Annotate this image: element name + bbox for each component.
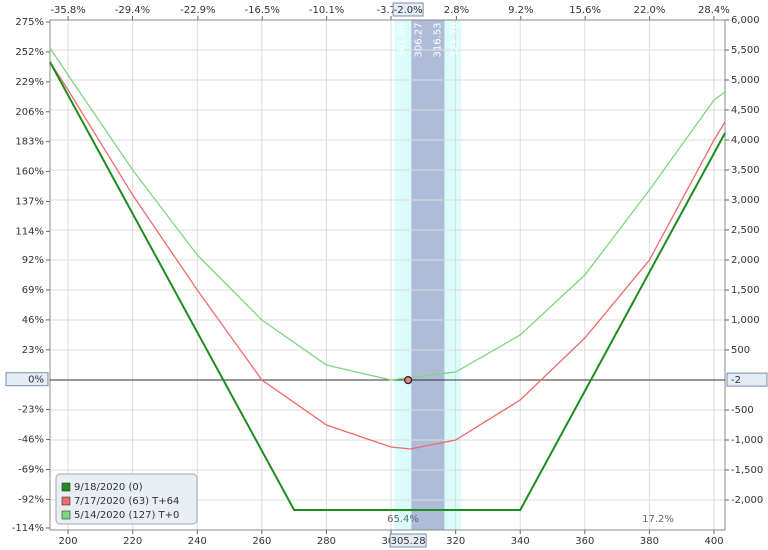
y-tick-label: -1,500 — [731, 465, 763, 476]
y2-tick-label: 137% — [15, 197, 44, 208]
y2-tick-label: 92% — [22, 255, 44, 266]
y2-tick-label: 114% — [15, 226, 44, 237]
y2-tick-label: -92% — [18, 494, 44, 505]
x2-tick-label: 28.4% — [698, 5, 730, 16]
y-tick-label: -500 — [731, 405, 754, 416]
legend-label: 7/17/2020 (63) T+64 — [74, 496, 179, 507]
y-tick-label: 2,000 — [731, 255, 760, 266]
y-tick-label: 6,000 — [731, 15, 760, 26]
legend-label: 9/18/2020 (0) — [74, 482, 143, 493]
x-tick-label: 260 — [252, 536, 271, 547]
x-tick-label: 400 — [704, 536, 723, 547]
x-tick-label: 220 — [123, 536, 142, 547]
series-line — [49, 61, 726, 512]
legend-box — [55, 473, 198, 525]
probability-label: 17.2% — [642, 514, 674, 525]
y2-tick-label: 206% — [15, 107, 44, 118]
band-label: 306.27 — [413, 23, 424, 58]
cursor-y-label-box — [726, 372, 768, 387]
y-tick-label: 500 — [731, 345, 750, 356]
x2-tick-label: -16.5% — [245, 5, 280, 16]
cursor-y2-label: 0% — [28, 375, 44, 386]
y2-tick-label: 183% — [15, 137, 44, 148]
cursor-x-label: 305.28 — [391, 536, 426, 547]
band-label: 316.53 — [432, 23, 443, 58]
legend-swatch — [61, 510, 71, 520]
cursor-x-label-box — [389, 533, 427, 548]
cursor-x2-label: -2.0% — [394, 5, 423, 16]
band-label: 321.76 — [449, 23, 460, 58]
y-tick-label: 2,500 — [731, 225, 760, 236]
y2-tick-label: 229% — [15, 77, 44, 88]
x2-tick-label: 9.2% — [508, 5, 533, 16]
y-tick-label: -1,000 — [731, 435, 763, 446]
y2-tick-label: 275% — [15, 17, 44, 28]
x-tick-label: 360 — [575, 536, 594, 547]
y-tick-label: -2,000 — [731, 495, 763, 506]
y-tick-label: 1,500 — [731, 285, 760, 296]
y-tick-label: 5,500 — [731, 45, 760, 56]
x2-tick-label: -35.8% — [50, 5, 85, 16]
y-tick-label: 4,500 — [731, 105, 760, 116]
y2-tick-label: 23% — [22, 345, 44, 356]
cursor-y2-label-box — [5, 372, 49, 387]
y2-tick-label: 69% — [22, 285, 44, 296]
y2-tick-label: -46% — [18, 435, 44, 446]
x-tick-label: 200 — [59, 536, 78, 547]
series-line — [49, 47, 726, 381]
y2-tick-label: 160% — [15, 167, 44, 178]
x2-tick-label: 2.8% — [444, 5, 469, 16]
legend-swatch — [61, 482, 71, 492]
y-tick-label: 5,000 — [731, 75, 760, 86]
y2-tick-label: 252% — [15, 47, 44, 58]
y-tick-label: 3,500 — [731, 165, 760, 176]
x2-tick-label: 15.6% — [569, 5, 601, 16]
x-tick-label: 280 — [317, 536, 336, 547]
x2-tick-label: -29.4% — [115, 5, 150, 16]
x-tick-label: 380 — [640, 536, 659, 547]
y-tick-label: 1,000 — [731, 315, 760, 326]
y2-tick-label: -114% — [12, 523, 44, 534]
cursor-marker — [404, 376, 413, 385]
x2-tick-label: -3.7% — [377, 5, 406, 16]
x-tick-label: 240 — [188, 536, 207, 547]
legend-swatch — [61, 496, 71, 506]
plot-frame — [49, 19, 726, 531]
x2-tick-label: -22.9% — [180, 5, 215, 16]
band-label: 301.06 — [396, 23, 407, 58]
y2-tick-label: -23% — [18, 405, 44, 416]
cursor-x2-label-box — [392, 2, 424, 17]
y2-tick-label: -69% — [18, 464, 44, 475]
x-tick-label: 320 — [446, 536, 465, 547]
legend: 9/18/2020 (0) 7/17/2020 (63) T+64 5/14/202… — [55, 473, 198, 525]
probability-label: 65.4% — [387, 514, 419, 525]
legend-label: 5/14/2020 (127) T+0 — [74, 510, 179, 521]
x-tick-label: 340 — [511, 536, 530, 547]
y-tick-label: 4,000 — [731, 135, 760, 146]
y2-tick-label: 46% — [22, 315, 44, 326]
x2-tick-label: -10.1% — [309, 5, 344, 16]
cursor-y-label: -2 — [731, 375, 741, 386]
price-band — [411, 20, 445, 530]
y-tick-label: 3,000 — [731, 195, 760, 206]
x2-tick-label: 22.0% — [634, 5, 666, 16]
series-line — [49, 61, 726, 450]
